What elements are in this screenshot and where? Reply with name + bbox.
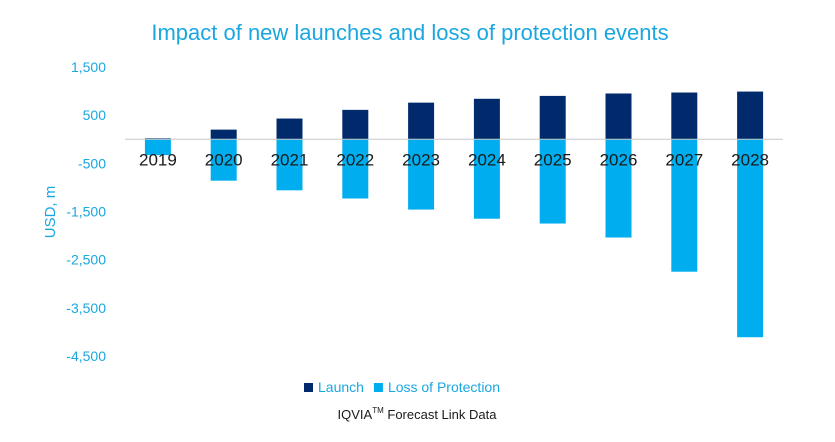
loss-of-protection-bar-2025: [539, 139, 566, 224]
chart-title: Impact of new launches and loss of prote…: [151, 20, 668, 45]
loss-of-protection-bar-2028: [737, 139, 764, 338]
x-category-label: 2028: [731, 150, 769, 169]
loss-of-protection-bar-2027: [671, 139, 698, 272]
launch-bar-2027: [671, 92, 698, 140]
y-tick-label: 500: [83, 107, 107, 123]
bars: [144, 91, 764, 338]
x-category-label: 2023: [402, 150, 440, 169]
y-axis-ticks: 1,500 500 -500 -1,500 -2,500 -3,500 -4,500: [66, 59, 106, 364]
y-tick-label: -500: [78, 155, 106, 171]
x-category-label: 2025: [534, 150, 572, 169]
x-axis-categories: 2019 2020 2021 2022 2023 2024 2025 2026 2027 2028: [139, 150, 769, 169]
y-axis-label: USD, m: [42, 186, 59, 239]
launch-bar-2021: [276, 118, 303, 140]
source-suffix: Forecast Link Data: [384, 407, 497, 422]
launch-bar-2028: [737, 91, 764, 140]
legend-label: Loss of Protection: [388, 379, 500, 395]
launch-bar-2026: [605, 93, 632, 140]
x-category-label: 2021: [271, 150, 309, 169]
loss-of-protection-bar-2026: [605, 139, 632, 238]
legend-swatch-loss-of-protection: [373, 383, 383, 392]
source-note: IQVIATM Forecast Link Data: [338, 406, 498, 422]
launch-bar-2025: [539, 95, 566, 140]
loss-of-protection-bar-2019: [144, 139, 171, 156]
loss-of-protection-bar-2020: [210, 139, 237, 181]
x-category-label: 2022: [336, 150, 374, 169]
loss-of-protection-bar-2022: [342, 139, 369, 199]
legend-label: Launch: [318, 379, 364, 395]
x-category-label: 2019: [139, 150, 177, 169]
launch-bar-2023: [408, 102, 435, 140]
loss-of-protection-bar-2024: [473, 139, 500, 219]
launch-bar-2020: [210, 129, 237, 140]
legend-swatch-launch: [304, 383, 313, 392]
y-tick-label: -2,500: [66, 252, 106, 268]
launch-bar-2024: [473, 98, 500, 140]
launch-bar-2022: [342, 109, 369, 140]
y-tick-label: -3,500: [66, 300, 106, 316]
x-category-label: 2026: [600, 150, 638, 169]
x-category-label: 2024: [468, 150, 506, 169]
x-category-label: 2020: [205, 150, 243, 169]
y-tick-label: -4,500: [66, 348, 106, 364]
loss-of-protection-bar-2021: [276, 139, 303, 191]
source-brand: IQVIA: [338, 407, 373, 422]
source-superscript: TM: [372, 406, 384, 415]
y-tick-label: -1,500: [66, 204, 106, 220]
legend: Launch Loss of Protection: [304, 379, 500, 395]
loss-of-protection-bar-2023: [408, 139, 435, 210]
y-tick-label: 1,500: [71, 59, 106, 75]
x-category-label: 2027: [665, 150, 703, 169]
